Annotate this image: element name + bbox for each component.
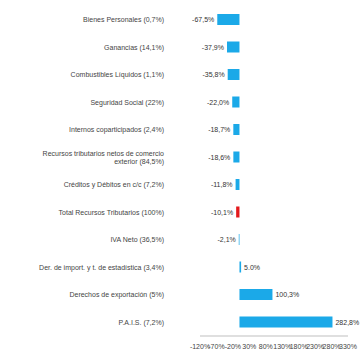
svg-text:Der. de import. y t. de estadí: Der. de import. y t. de estadística (3,4… (39, 264, 164, 272)
svg-text:330%: 330% (339, 343, 354, 350)
svg-text:Créditos y Débitos en c/c (7,2: Créditos y Débitos en c/c (7,2%) (64, 181, 164, 189)
svg-text:-67,5%: -67,5% (192, 16, 214, 23)
svg-text:IVA Neto (36,5%): IVA Neto (36,5%) (110, 236, 164, 244)
svg-text:Combustibles Líquidos (1,1%): Combustibles Líquidos (1,1%) (71, 71, 164, 79)
svg-text:-18,6%: -18,6% (208, 154, 230, 161)
svg-text:-70%: -70% (208, 343, 224, 350)
svg-text:-2,1%: -2,1% (217, 236, 235, 243)
svg-text:230%: 230% (306, 343, 324, 350)
svg-text:280%: 280% (323, 343, 341, 350)
svg-text:Bienes Personales (0,7%): Bienes Personales (0,7%) (83, 16, 164, 24)
svg-text:180%: 180% (290, 343, 308, 350)
svg-text:80%: 80% (259, 343, 273, 350)
svg-text:Ganancias (14,1%): Ganancias (14,1%) (104, 44, 164, 52)
svg-text:Internos coparticipados (2,4%): Internos coparticipados (2,4%) (69, 126, 164, 134)
svg-text:Derechos de exportación (5%): Derechos de exportación (5%) (69, 291, 164, 299)
svg-text:130%: 130% (273, 343, 291, 350)
svg-text:-20%: -20% (225, 343, 241, 350)
svg-text:-11,8%: -11,8% (211, 181, 233, 188)
svg-text:5.0%: 5.0% (244, 264, 260, 271)
svg-text:-37,9%: -37,9% (202, 44, 224, 51)
svg-text:30%: 30% (242, 343, 256, 350)
svg-text:-22,0%: -22,0% (207, 99, 229, 106)
svg-text:Total Recursos Tributarios (10: Total Recursos Tributarios (100%) (59, 209, 164, 217)
svg-text:-35,8%: -35,8% (203, 71, 225, 78)
svg-text:-10,1%: -10,1% (211, 209, 233, 216)
svg-text:Recursos tributarios netos de: Recursos tributarios netos de comercioex… (43, 150, 164, 167)
svg-text:-18,7%: -18,7% (208, 126, 230, 133)
svg-text:P.A.I.S. (7,2%): P.A.I.S. (7,2%) (119, 319, 164, 327)
svg-text:282,8%: 282,8% (335, 319, 354, 326)
svg-text:100,3%: 100,3% (275, 291, 299, 298)
svg-text:-120%: -120% (190, 343, 210, 350)
svg-text:Seguridad Social (22%): Seguridad Social (22%) (90, 99, 164, 107)
